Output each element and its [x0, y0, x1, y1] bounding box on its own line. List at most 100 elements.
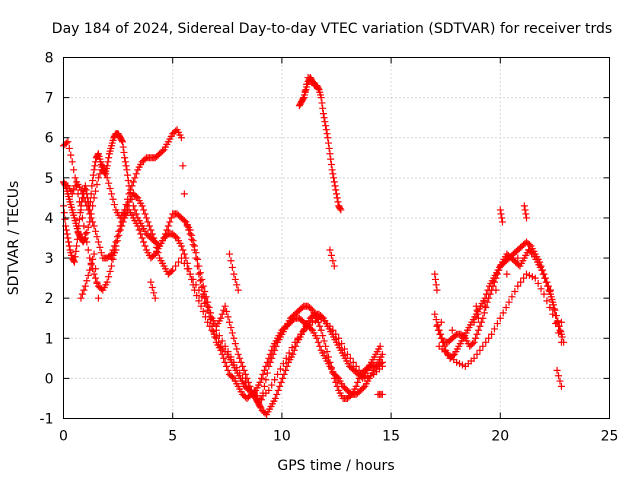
data-point: [279, 360, 287, 368]
data-point: [221, 302, 229, 310]
data-point: [473, 350, 481, 358]
y-tick-labels: -1 0 1 2 3 4 5 6 7 8: [40, 51, 54, 428]
data-point: [327, 251, 335, 259]
x-tick-label: 0: [59, 429, 68, 445]
data-point: [240, 366, 248, 374]
data-point: [138, 234, 146, 242]
data-point: [70, 166, 78, 174]
data-point: [517, 278, 525, 286]
data-point: [333, 190, 340, 198]
data-point: [329, 170, 337, 178]
data-point: [68, 158, 76, 166]
data-point: [78, 214, 86, 222]
data-point: [540, 290, 548, 298]
data-point: [292, 342, 300, 350]
data-point: [80, 286, 88, 294]
data-point: [60, 209, 68, 217]
data-point: [83, 277, 91, 285]
data-point: [432, 281, 440, 289]
data-point: [498, 218, 506, 226]
data-point: [318, 313, 326, 321]
y-tick-label: 0: [45, 371, 54, 387]
data-point: [124, 177, 132, 185]
data-point: [266, 350, 274, 358]
data-point: [86, 266, 94, 274]
data-point: [497, 210, 505, 218]
data-point: [112, 246, 120, 254]
data-point: [224, 348, 232, 356]
data-point: [328, 166, 336, 174]
data-point: [202, 298, 210, 306]
y-tick-label: 2: [45, 291, 54, 307]
data-point: [189, 241, 197, 249]
data-point: [215, 338, 223, 346]
data-point: [271, 376, 279, 384]
data-point: [448, 326, 456, 334]
data-point: [276, 365, 284, 373]
data-point: [323, 348, 331, 356]
data-point: [320, 114, 328, 122]
data-point: [326, 246, 334, 254]
data-point: [179, 246, 187, 254]
data-point: [212, 326, 220, 334]
data-point: [118, 136, 126, 144]
data-point: [193, 262, 201, 270]
data-point: [474, 310, 482, 318]
data-point: [479, 342, 487, 350]
data-point: [164, 222, 172, 230]
data-point: [332, 330, 340, 338]
data-point: [109, 195, 117, 203]
y-tick-label: 1: [45, 331, 54, 347]
data-point: [531, 274, 539, 282]
data-point: [274, 386, 282, 394]
data-point: [556, 377, 564, 385]
data-point: [259, 370, 267, 378]
data-point: [104, 158, 112, 166]
data-point: [223, 308, 231, 316]
data-point: [555, 322, 563, 330]
data-point: [68, 190, 76, 198]
data-point: [472, 302, 480, 310]
data-point: [326, 322, 334, 330]
data-point: [549, 301, 557, 309]
data-point: [140, 238, 148, 246]
series-1: [60, 126, 568, 402]
data-point: [525, 241, 533, 249]
data-point: [550, 305, 558, 313]
data-point: [321, 118, 329, 126]
data-point: [221, 358, 229, 366]
data-point: [199, 308, 207, 316]
data-point: [433, 322, 441, 330]
data-point: [103, 174, 111, 182]
data-point: [474, 314, 482, 322]
y-axis-label: SDTVAR / TECUs: [6, 181, 22, 296]
data-point: [71, 174, 79, 182]
data-point: [144, 218, 152, 226]
data-point: [78, 190, 86, 198]
data-point: [521, 206, 529, 214]
data-point: [180, 250, 188, 258]
data-point: [137, 230, 145, 238]
data-point: [325, 144, 333, 152]
data-point: [324, 134, 332, 142]
data-point: [282, 354, 290, 362]
data-point: [192, 281, 200, 289]
data-point: [62, 226, 70, 234]
x-axis-label: GPS time / hours: [277, 458, 394, 474]
data-point: [546, 304, 554, 312]
data-point: [349, 358, 357, 366]
data-point: [557, 338, 565, 346]
data-point: [323, 130, 331, 138]
axis-ticks: [63, 57, 610, 419]
series-4: [295, 74, 345, 214]
data-point: [274, 370, 282, 378]
data-point: [180, 190, 188, 198]
data-point: [301, 87, 309, 95]
data-point: [482, 304, 490, 312]
data-point: [124, 171, 132, 179]
data-point: [432, 275, 440, 283]
data-point: [195, 270, 203, 278]
data-point: [81, 230, 89, 238]
data-point: [224, 366, 232, 374]
data-point: [93, 233, 101, 241]
